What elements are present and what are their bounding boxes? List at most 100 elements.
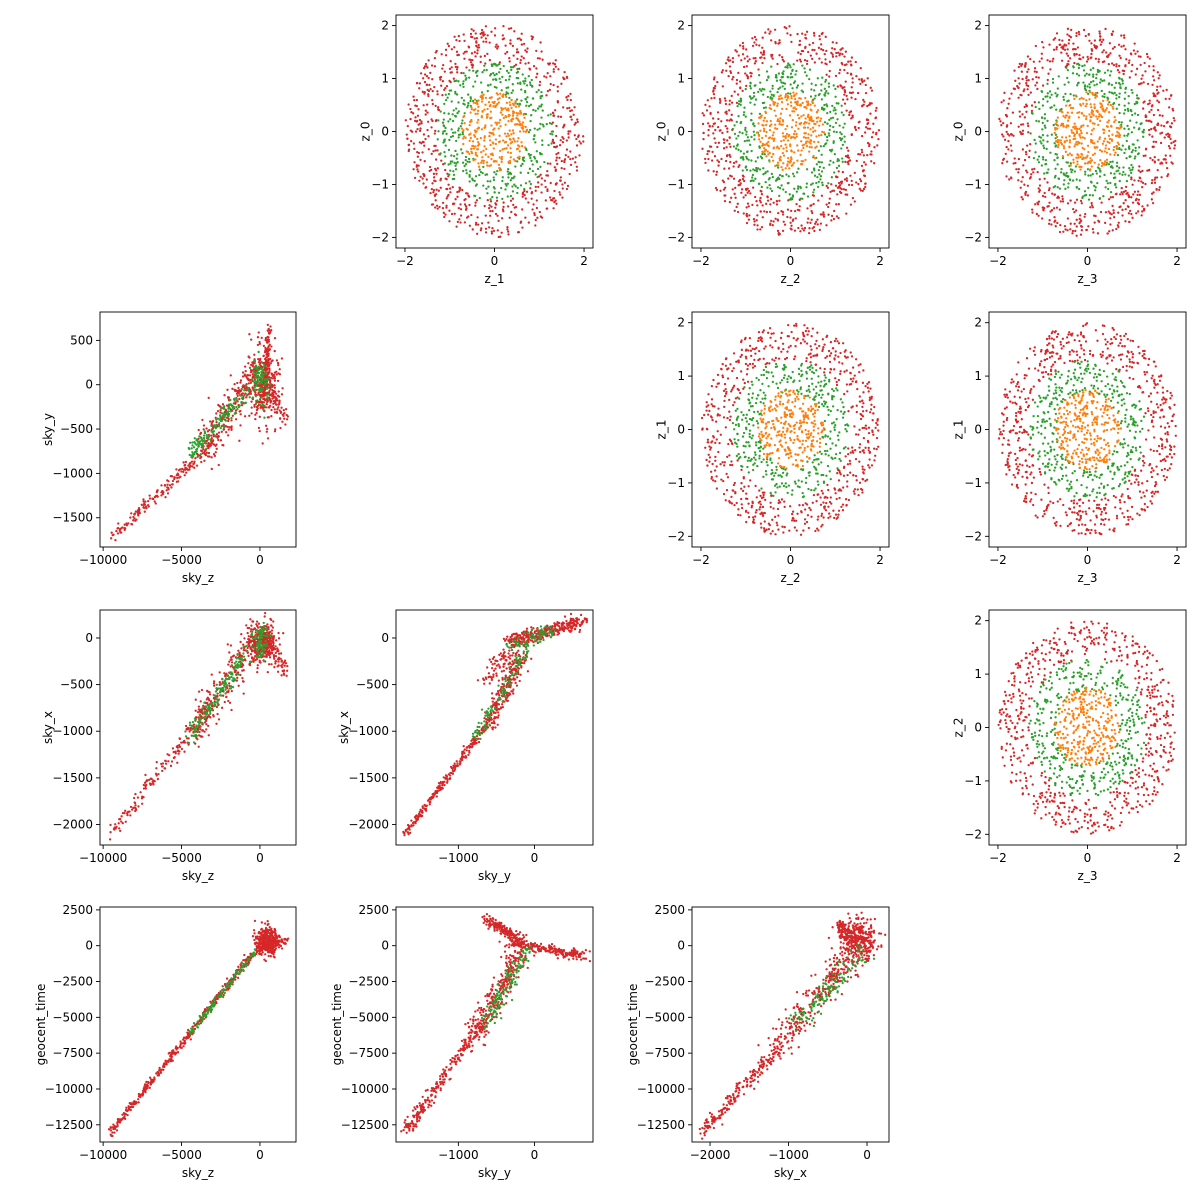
scatter-point — [830, 176, 834, 179]
x-tick-label: 0 — [787, 254, 795, 268]
scatter-point — [283, 412, 286, 415]
scatter-point — [213, 454, 217, 458]
scatter-point — [501, 34, 504, 37]
scatter-point — [1053, 220, 1056, 223]
scatter-point — [447, 148, 451, 152]
scatter-point — [527, 131, 531, 134]
scatter-point — [774, 127, 777, 130]
scatter-point — [745, 221, 749, 225]
scatter-point — [786, 66, 789, 69]
scatter-point — [511, 102, 515, 105]
scatter-point — [1073, 211, 1076, 214]
scatter-point — [250, 363, 253, 367]
scatter-point — [520, 32, 523, 35]
scatter-point — [219, 408, 222, 412]
scatter-point — [1124, 220, 1127, 223]
scatter-point — [132, 519, 135, 522]
scatter-point — [123, 528, 126, 531]
scatter-point — [1109, 223, 1112, 226]
scatter-point — [1074, 165, 1078, 168]
scatter-point — [761, 46, 764, 49]
scatter-point — [857, 182, 860, 186]
scatter-point — [805, 121, 808, 124]
scatter-point — [1130, 178, 1133, 181]
scatter-point — [272, 393, 275, 396]
scatter-point — [552, 114, 555, 117]
scatter-point — [828, 134, 831, 137]
scatter-point — [837, 159, 841, 162]
scatter-point — [843, 140, 846, 143]
scatter-point — [789, 33, 792, 37]
scatter-point — [1067, 99, 1070, 102]
scatter-point — [1109, 181, 1112, 185]
scatter-point — [413, 161, 416, 164]
scatter-point — [487, 155, 490, 159]
scatter-point — [1144, 70, 1147, 73]
scatter-point — [225, 431, 228, 434]
scatter-point — [847, 60, 850, 63]
scatter-point — [854, 97, 857, 101]
scatter-point — [543, 75, 546, 78]
scatter-point — [556, 99, 559, 103]
scatter-point — [1042, 97, 1045, 101]
scatter-point — [226, 388, 229, 391]
scatter-point — [1142, 135, 1145, 138]
scatter-point — [527, 221, 530, 224]
scatter-point — [702, 137, 705, 141]
scatter-point — [755, 166, 758, 170]
scatter-point — [1025, 103, 1028, 106]
scatter-point — [433, 132, 436, 135]
scatter-point — [770, 93, 773, 96]
scatter-point — [541, 123, 544, 126]
scatter-point — [1073, 54, 1076, 57]
scatter-point — [863, 131, 867, 134]
scatter-point — [148, 494, 151, 497]
scatter-point — [418, 141, 421, 144]
scatter-point — [813, 169, 816, 172]
scatter-point — [859, 66, 862, 70]
scatter-point — [828, 149, 832, 152]
scatter-point — [459, 221, 462, 224]
scatter-point — [778, 97, 781, 101]
scatter-point — [489, 209, 492, 213]
scatter-point — [560, 159, 563, 163]
scatter-point — [786, 64, 789, 67]
scatter-point — [1005, 125, 1009, 128]
scatter-point — [1072, 158, 1075, 161]
scatter-point — [493, 127, 496, 130]
scatter-point — [1055, 108, 1058, 111]
scatter-point — [780, 139, 783, 143]
scatter-point — [499, 80, 502, 84]
scatter-point — [805, 186, 808, 189]
scatter-point — [840, 147, 843, 150]
scatter-point — [265, 402, 268, 406]
scatter-point — [1068, 152, 1072, 155]
scatter-point — [771, 159, 775, 162]
scatter-point — [739, 121, 742, 125]
scatter-point — [536, 167, 540, 171]
scatter-point — [1151, 179, 1154, 182]
scatter-point — [1022, 90, 1025, 93]
scatter-point — [247, 382, 251, 385]
scatter-point — [525, 148, 528, 152]
y-tick-label: 2 — [974, 19, 982, 33]
scatter-point — [265, 356, 268, 359]
scatter-point — [1026, 122, 1029, 125]
scatter-point — [866, 122, 869, 126]
scatter-point — [526, 96, 529, 99]
scatter-point — [850, 96, 853, 99]
scatter-point — [1049, 210, 1052, 213]
scatter-point — [449, 135, 453, 139]
scatter-point — [455, 225, 458, 228]
scatter-point — [835, 131, 838, 134]
scatter-point — [275, 359, 279, 362]
scatter-point — [1042, 172, 1046, 175]
scatter-point — [1042, 208, 1045, 211]
scatter-point — [768, 183, 771, 187]
scatter-point — [819, 145, 822, 148]
scatter-point — [1054, 174, 1057, 178]
scatter-point — [1121, 82, 1124, 85]
scatter-point — [1128, 209, 1132, 213]
y-tick-label: 0 — [381, 125, 389, 139]
